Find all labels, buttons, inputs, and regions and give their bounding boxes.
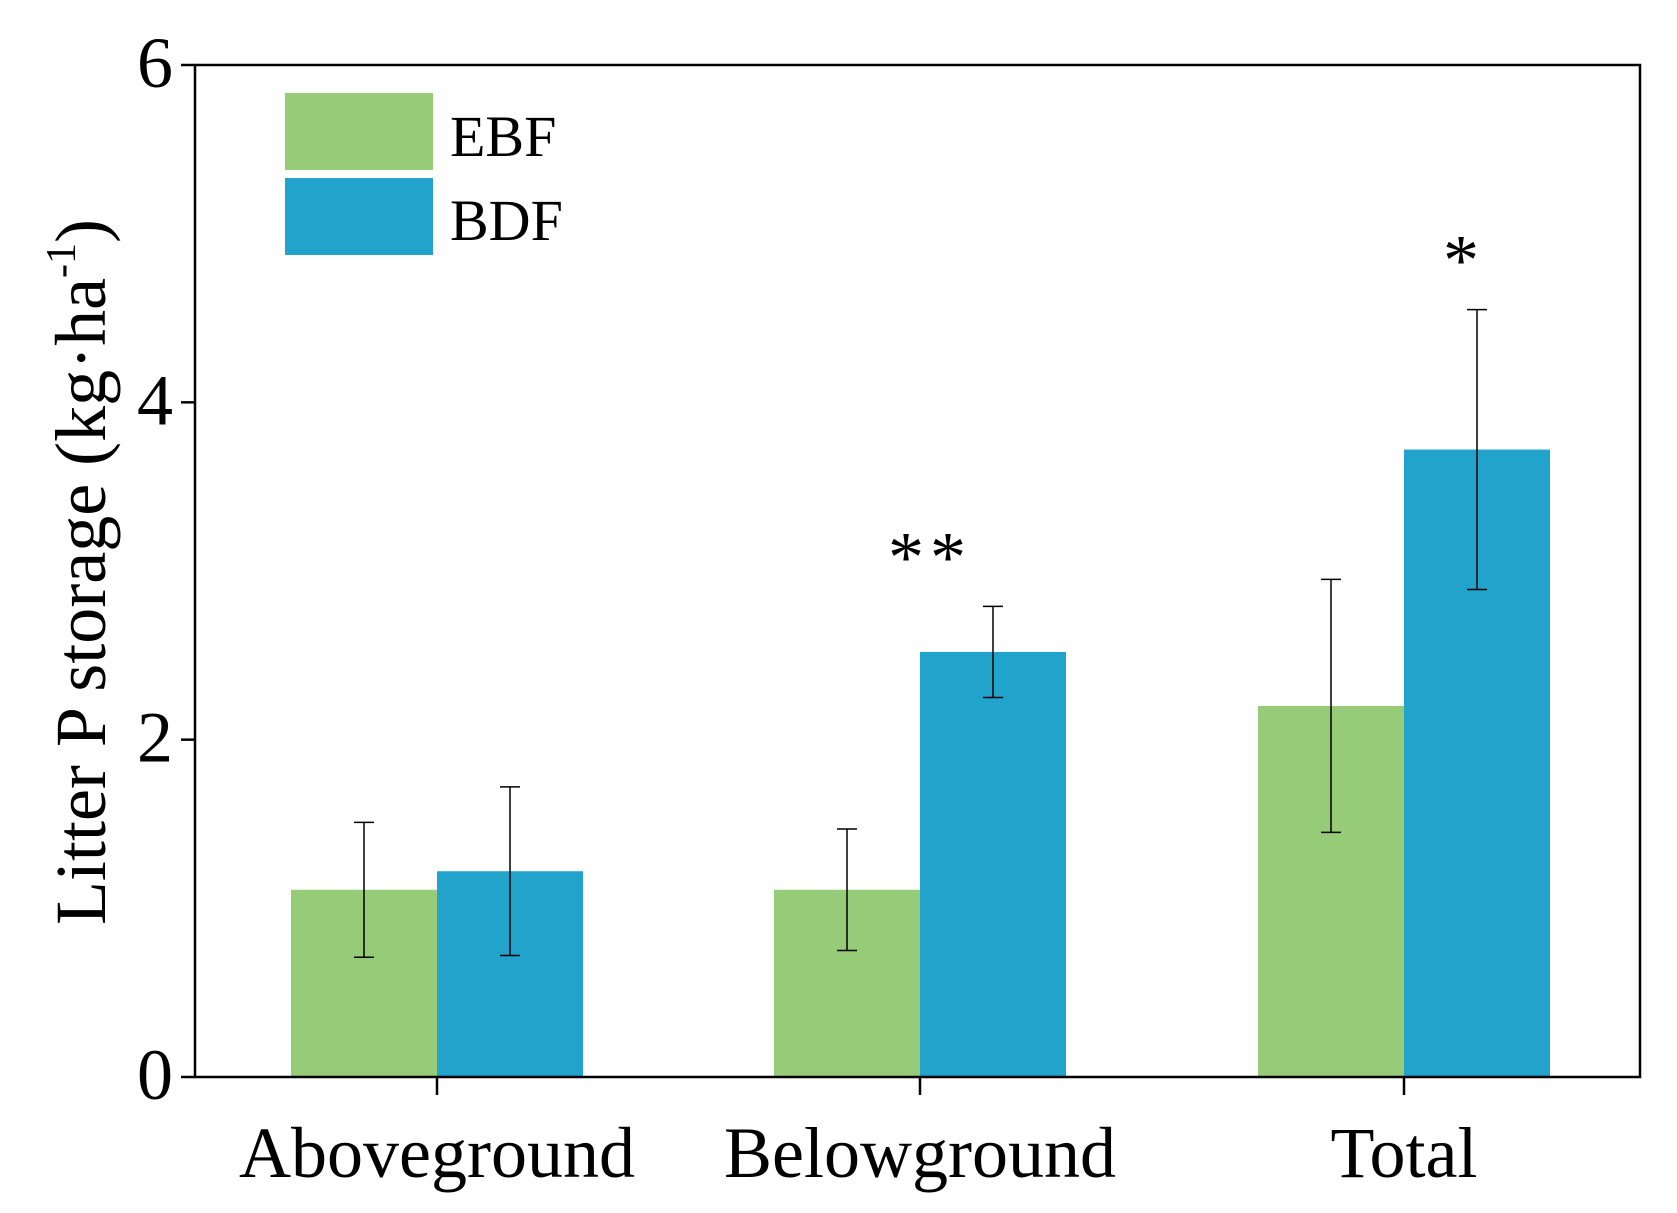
- y-tick-label-1: 2: [137, 698, 173, 778]
- x-tick-label-0: Aboveground: [239, 1113, 635, 1193]
- error-bar-bdf-1: [983, 605, 1003, 699]
- legend-swatch-ebf: [285, 93, 433, 170]
- error-bar-ebf-0: [354, 821, 374, 958]
- y-axis-label: Litter P storage (kg·ha-1): [39, 219, 121, 925]
- x-tick-label-1: Belowground: [724, 1113, 1116, 1193]
- plot-frame: [193, 63, 1642, 1079]
- error-bar-bdf-0: [500, 786, 520, 957]
- legend-swatch-bdf: [285, 178, 433, 255]
- legend-label-ebf: EBF: [450, 104, 556, 169]
- y-tick-label-0: 0: [137, 1035, 173, 1115]
- legend: EBF BDF: [285, 93, 563, 255]
- significance-annotation-1: *: [1443, 221, 1485, 301]
- legend-label-bdf: BDF: [450, 188, 563, 253]
- bar-bdf-1: [920, 651, 1066, 1077]
- y-tick-label-2: 4: [137, 360, 173, 440]
- y-tick-label-3: 6: [137, 23, 173, 103]
- error-bar-ebf-1: [837, 828, 857, 952]
- significance-annotation-0: **: [888, 517, 972, 597]
- x-tick-label-2: Total: [1331, 1113, 1478, 1193]
- error-bar-bdf-2: [1467, 308, 1487, 591]
- error-bar-ebf-2: [1321, 578, 1341, 834]
